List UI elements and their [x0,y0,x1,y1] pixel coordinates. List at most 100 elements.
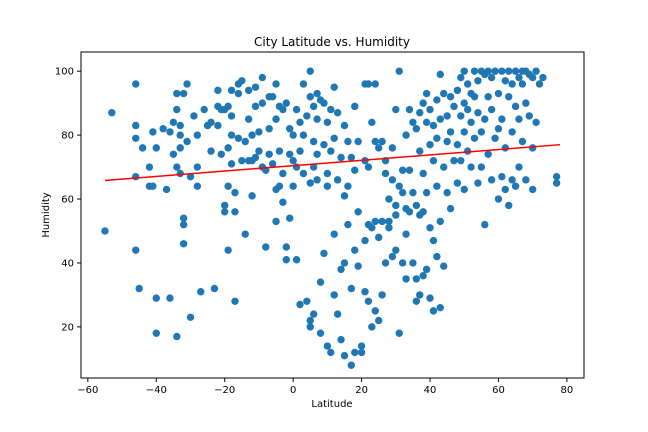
data-point [183,137,191,146]
data-point [422,118,431,127]
data-point [234,134,243,142]
data-point [221,208,229,216]
data-point [505,93,513,101]
data-point [166,128,174,136]
data-point [422,188,431,197]
data-point [491,134,499,142]
x-tick-label: 0 [290,385,296,396]
data-point [200,105,208,114]
data-point [292,105,301,114]
data-point [303,112,311,120]
data-point [511,67,520,75]
data-point [354,208,362,216]
data-point [361,236,369,245]
data-point [505,67,513,75]
data-point [268,93,277,101]
data-point [299,169,308,178]
data-point [515,115,523,123]
data-point [374,233,383,242]
data-point [443,112,451,120]
data-point [344,220,352,229]
data-point [487,176,496,184]
data-point [398,188,407,197]
regression-layer [104,143,561,182]
data-point [296,118,304,127]
data-point [419,272,427,280]
data-point [484,150,492,158]
data-point [289,131,297,139]
data-point [279,105,287,114]
data-point [210,284,219,293]
data-point [333,176,342,184]
data-point [166,294,174,302]
data-point [108,109,116,117]
data-point [238,77,246,85]
data-point [313,176,321,184]
data-point [320,249,328,258]
data-point [422,89,431,98]
data-point [429,156,438,165]
data-point [179,214,188,222]
data-point [426,105,434,114]
data-point [306,67,314,75]
data-point [532,67,540,75]
data-point [481,115,489,123]
data-point [145,163,154,171]
data-point [309,310,318,318]
data-point [351,348,359,357]
data-point [429,307,438,315]
data-point [327,348,335,357]
data-point [494,125,503,133]
data-point [364,163,373,171]
data-point [494,195,503,203]
data-point [279,198,287,206]
y-tick-label: 40 [61,258,74,269]
data-point [316,278,325,286]
data-point [436,217,444,226]
data-point [392,211,400,219]
data-point [296,147,304,155]
x-tick-label: −20 [214,385,235,396]
data-point [371,307,379,315]
data-point [385,195,393,203]
data-point [306,179,314,187]
data-point [347,284,356,293]
data-point [429,121,438,130]
data-point [149,128,157,136]
data-point [371,217,379,226]
data-point [416,109,424,117]
data-point [289,182,297,190]
data-point [436,70,444,79]
chart-title: City Latitude vs. Humidity [254,35,410,49]
data-point [313,89,321,98]
data-point [494,89,503,98]
data-point [255,128,263,136]
data-point [224,144,232,152]
data-point [511,102,520,111]
data-point [227,160,236,168]
data-point [179,240,188,248]
data-point [244,86,253,95]
data-point [361,288,369,296]
data-point [450,102,458,111]
data-point [351,166,359,174]
data-point [374,144,383,152]
data-point [522,176,530,184]
data-point [354,137,362,146]
data-point [467,118,475,127]
data-point [149,182,157,190]
points-layer [101,67,561,369]
data-point [409,259,417,267]
data-point [392,201,400,210]
data-point [272,80,280,88]
data-point [371,80,379,88]
data-point [323,118,332,127]
data-point [265,125,273,133]
data-point [450,156,458,165]
data-point [405,208,414,216]
data-point [244,115,253,123]
data-point [320,140,328,149]
data-point [402,230,410,238]
data-point [505,201,513,210]
data-point [282,243,291,251]
